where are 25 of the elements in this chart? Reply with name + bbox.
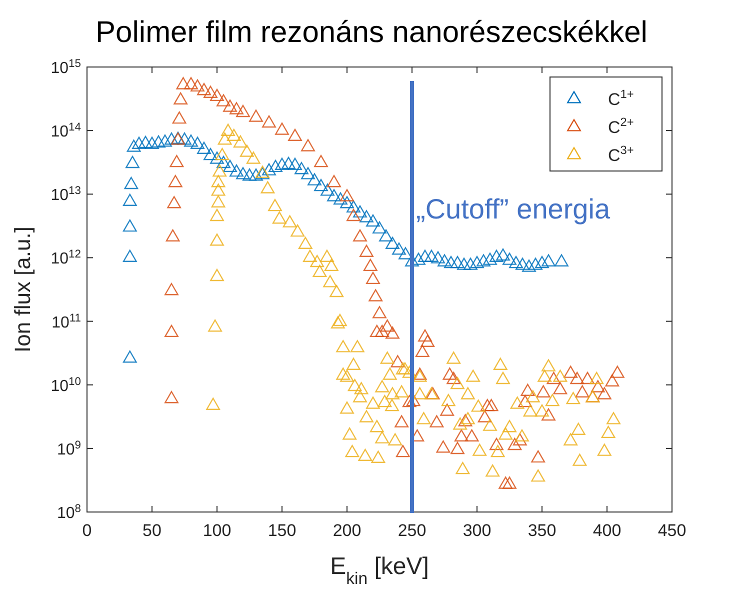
legend-label: C$^{2+}$ <box>608 115 634 137</box>
x-tick-label: 250 <box>398 521 426 540</box>
legend-label: C$^{3+}$ <box>608 143 634 165</box>
x-tick-label: 400 <box>592 521 622 540</box>
y-tick-label: 10$^{8}$ <box>56 503 81 522</box>
x-tick-label: 50 <box>142 521 162 540</box>
y-tick-label: 10$^{13}$ <box>50 185 81 204</box>
x-axis-title: E$_{kin}$ [keV] <box>330 553 429 588</box>
y-tick-label: 10$^{9}$ <box>56 439 81 458</box>
x-tick-label: 350 <box>528 521 556 540</box>
x-tick-label: 300 <box>462 521 492 540</box>
y-tick-label: 10$^{12}$ <box>50 248 81 268</box>
y-axis-title: Ion flux [a.u.] <box>10 226 35 352</box>
x-tick-label: 200 <box>332 521 362 540</box>
x-tick-label: 0 <box>82 521 92 540</box>
chart-title: Polimer film rezonáns nanorészecskékkel <box>96 16 648 49</box>
y-tick-label: 10$^{15}$ <box>50 58 81 77</box>
y-tick-label: 10$^{14}$ <box>50 122 81 141</box>
legend-label: C$^{1+}$ <box>608 87 634 109</box>
x-tick-label: 450 <box>658 521 686 540</box>
y-tick-label: 10$^{11}$ <box>52 312 81 332</box>
x-tick-label: 150 <box>268 521 296 540</box>
ref-line-label: „Cutoff” energia <box>416 193 610 224</box>
y-tick-label: 10$^{10}$ <box>50 376 81 395</box>
x-tick-label: 100 <box>202 521 232 540</box>
